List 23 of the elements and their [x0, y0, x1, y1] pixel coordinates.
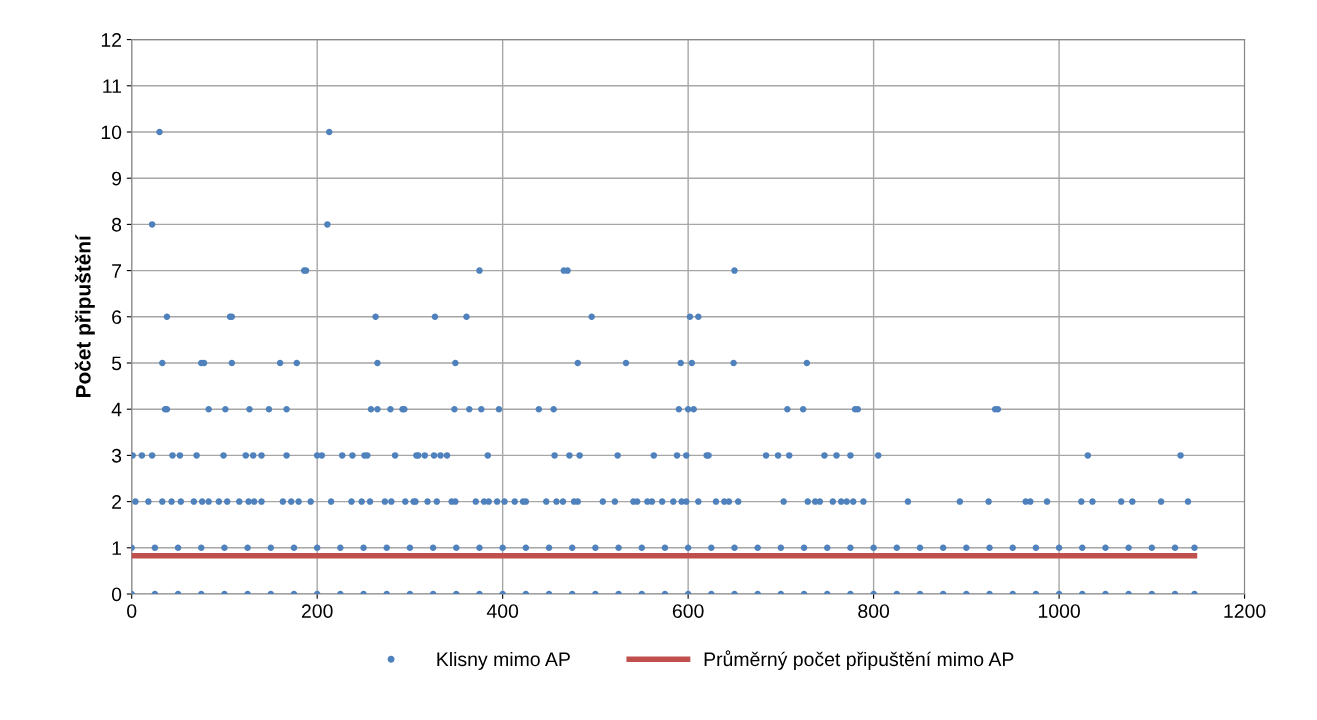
legend-label: Průměrný počet připuštění mimo AP — [704, 650, 1014, 671]
y-tick-label: 9 — [112, 171, 122, 186]
x-tick-label: 600 — [672, 604, 704, 618]
y-tick-label: 2 — [112, 495, 121, 509]
x-tick-label: 400 — [486, 604, 519, 618]
y-tick-label: 8 — [112, 217, 122, 232]
y-tick-label: 11 — [103, 79, 122, 93]
x-tick-label: 1200 — [1224, 604, 1266, 618]
y-tick-label: 5 — [111, 356, 122, 371]
y-tick-label: 6 — [112, 310, 122, 325]
x-tick-label: 0 — [127, 604, 137, 618]
x-tick-label: 1000 — [1038, 604, 1080, 618]
y-tick-label: 7 — [112, 264, 121, 278]
x-tick-label: 200 — [301, 604, 333, 618]
x-tick-label: 800 — [858, 604, 890, 618]
y-axis-title: Počet připuštění — [74, 234, 95, 398]
y-tick-label: 1 — [112, 541, 122, 555]
y-tick-label: 0 — [111, 587, 122, 602]
y-tick-label: 10 — [101, 125, 122, 140]
y-tick-label: 4 — [111, 402, 122, 417]
legend-label: Klisny mimo AP — [437, 651, 570, 671]
y-tick-label: 12 — [101, 33, 121, 47]
y-tick-label: 3 — [111, 448, 122, 463]
